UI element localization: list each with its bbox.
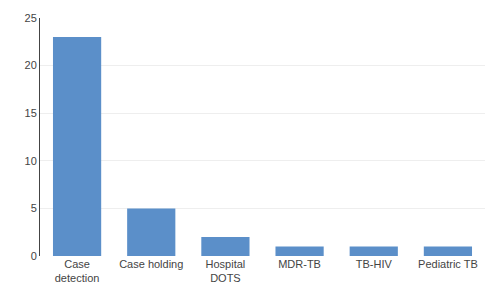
svg-text:Case holding: Case holding (119, 258, 183, 270)
svg-text:MDR-TB: MDR-TB (278, 258, 321, 270)
svg-text:Casedetection: Casedetection (55, 258, 100, 284)
svg-text:TB-HIV: TB-HIV (356, 258, 393, 270)
svg-text:25: 25 (25, 12, 37, 24)
svg-text:Pediatric TB: Pediatric TB (418, 258, 478, 270)
svg-text:20: 20 (25, 59, 37, 71)
svg-text:15: 15 (25, 107, 37, 119)
svg-text:HospitalDOTS: HospitalDOTS (206, 258, 246, 284)
svg-text:10: 10 (25, 155, 37, 167)
svg-text:5: 5 (31, 202, 37, 214)
svg-text:0: 0 (31, 250, 37, 262)
